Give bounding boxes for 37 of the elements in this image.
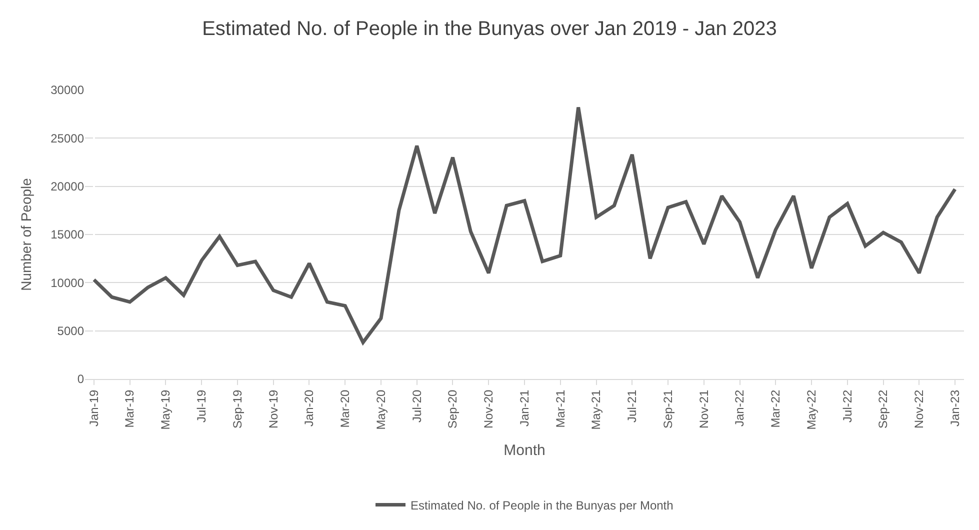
chart-title: Estimated No. of People in the Bunyas over Jan 2019 - Jan 2023 xyxy=(202,18,777,40)
x-tick-label: Jul-21 xyxy=(625,389,640,422)
x-tick-label: Jul-20 xyxy=(410,389,424,422)
y-tick-label: 25000 xyxy=(50,131,84,146)
x-tick-label: Jan-20 xyxy=(302,389,316,427)
line-series xyxy=(92,106,957,344)
x-tick-label: Nov-19 xyxy=(266,389,280,428)
y-tick-label: 30000 xyxy=(50,83,84,98)
x-tick-label: Nov-22 xyxy=(912,389,926,428)
x-tick-label: Sep-19 xyxy=(230,389,244,429)
y-tick-label: 0 xyxy=(77,372,84,386)
x-axis-title: Month xyxy=(504,442,546,459)
legend-label: Estimated No. of People in the Bunyas per Month xyxy=(410,498,674,512)
x-tick-label: Mar-20 xyxy=(338,389,352,428)
x-tick-label: Nov-21 xyxy=(696,389,711,428)
x-tick-label: Jul-22 xyxy=(840,389,854,422)
x-tick-label: Jan-19 xyxy=(86,389,101,427)
x-tick-label: Sep-21 xyxy=(660,389,675,429)
x-tick-label: Jan-22 xyxy=(732,389,747,427)
x-tick-label: Mar-22 xyxy=(768,389,783,428)
x-tick-label: May-22 xyxy=(804,389,818,430)
x-tick-label: May-20 xyxy=(374,389,388,430)
y-tick-label: 5000 xyxy=(57,324,84,338)
x-tick-label: Jan-21 xyxy=(517,389,532,427)
x-tick-label: Mar-19 xyxy=(122,389,137,428)
x-tick-label: Jan-23 xyxy=(948,389,962,427)
x-tick-label: Sep-20 xyxy=(446,389,460,429)
x-tick-label: Nov-20 xyxy=(482,389,496,428)
x-tick-label: Mar-21 xyxy=(553,389,568,428)
y-tick-label: 20000 xyxy=(50,180,84,194)
x-tick-label: May-21 xyxy=(589,389,604,430)
x-tick-label: Sep-22 xyxy=(876,389,890,429)
y-tick-label: 10000 xyxy=(50,276,84,290)
x-tick-label: Jul-19 xyxy=(194,389,208,422)
y-axis-title: Number of People xyxy=(18,178,34,291)
y-tick-label: 15000 xyxy=(50,228,84,242)
x-tick-label: May-19 xyxy=(158,389,173,430)
